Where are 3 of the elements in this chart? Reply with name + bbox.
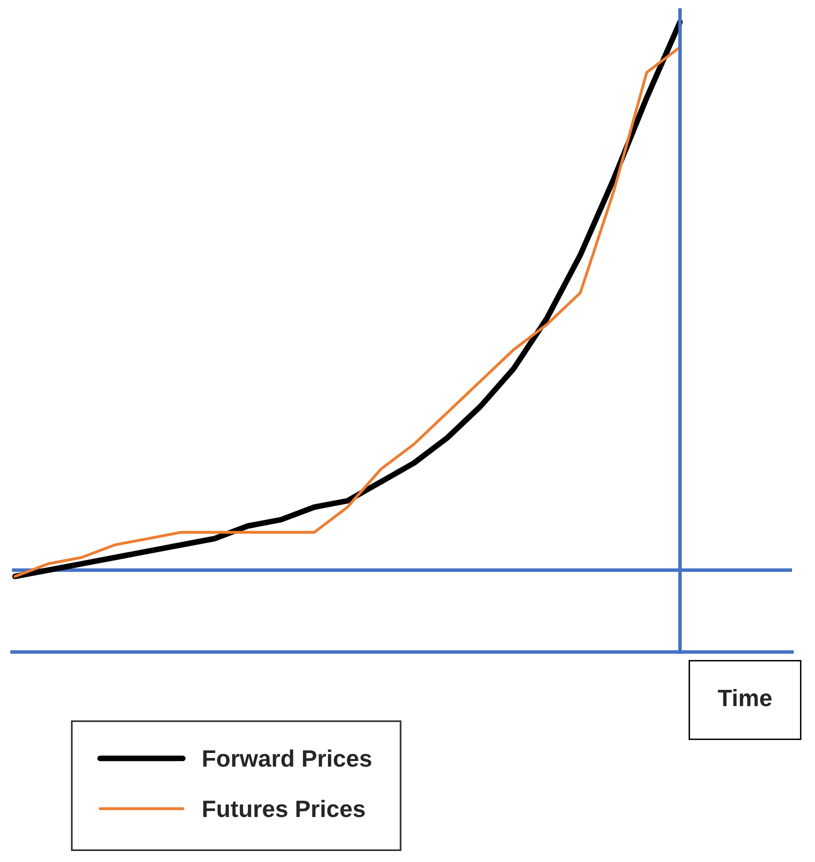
x-axis-title: Time [718, 688, 772, 706]
legend-label: Forward Prices [203, 750, 372, 767]
legend-label: Futures Prices [203, 800, 365, 818]
